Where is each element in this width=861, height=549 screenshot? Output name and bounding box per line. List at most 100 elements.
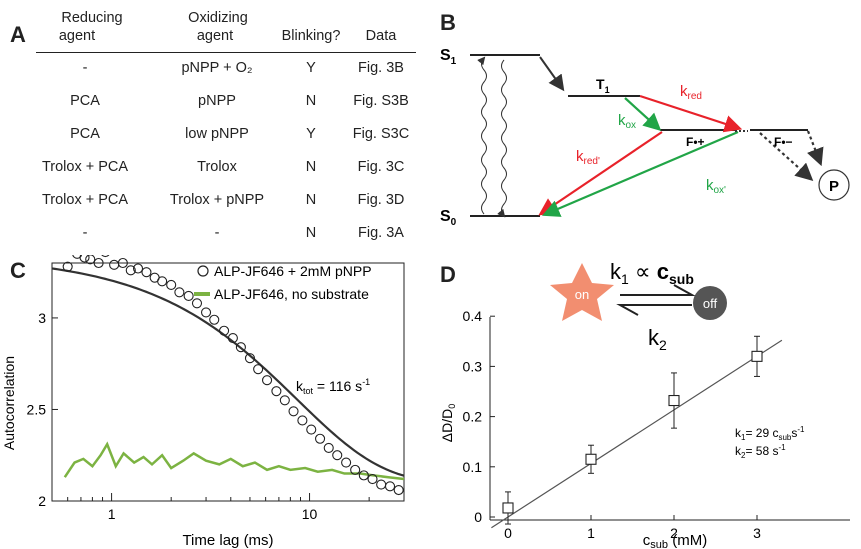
data-point <box>227 333 238 344</box>
data-point <box>79 255 90 263</box>
header-oxidizing-1: Oxidizing <box>188 10 248 26</box>
y-tick-label: 0.1 <box>463 459 483 475</box>
table-cell: PCA <box>70 126 100 142</box>
data-point <box>132 263 144 274</box>
table-cell: Fig. 3D <box>357 192 405 208</box>
k-red-prime-label: kred' <box>576 148 600 167</box>
legend-marker-circle <box>197 265 209 277</box>
data-point <box>367 473 378 485</box>
data-point <box>253 364 264 375</box>
data-point <box>174 287 185 298</box>
table-cell: N <box>305 192 317 208</box>
panel-label-c: C <box>10 258 26 283</box>
table-cell: Trolox <box>197 159 237 175</box>
data-point <box>502 502 514 514</box>
series-line-no-substrate <box>63 441 405 481</box>
k1-expression: k1 ∝ csub <box>610 259 694 287</box>
k-tot-annotation: ktot = 116 s-1 <box>296 377 370 396</box>
table-cell: Y <box>306 126 316 142</box>
forward-arrow <box>620 284 696 296</box>
data-point <box>72 255 83 259</box>
y-tick-label: 0.2 <box>463 409 483 425</box>
data-point <box>62 261 73 272</box>
data-point <box>315 433 326 444</box>
table-cell: Fig. S3C <box>352 126 410 142</box>
table-cell: Fig. 3B <box>358 60 404 76</box>
panel-label-b: B <box>440 10 456 35</box>
y-tick-label: 2 <box>38 493 46 509</box>
data-point <box>166 279 177 291</box>
table-cell: Trolox + PCA <box>41 192 129 208</box>
table-rule <box>36 52 416 53</box>
emission-wavy-arrow <box>497 59 507 218</box>
data-point <box>306 424 317 435</box>
k-ox-prime-arrow <box>541 130 739 217</box>
data-point <box>101 255 110 258</box>
product-circle <box>818 169 850 201</box>
table-cell: pNPP <box>198 93 236 109</box>
table-cell: Fig. S3B <box>353 93 409 109</box>
backward-arrow <box>616 304 692 316</box>
data-point <box>393 484 404 496</box>
table-cell: Trolox + PCA <box>41 159 129 175</box>
off-circle <box>693 286 727 320</box>
data-point <box>125 265 136 276</box>
axis-ticks: 1 10 2 2.5 3 <box>27 310 405 522</box>
product-dotted-arrow-2 <box>759 132 814 181</box>
on-label: on <box>575 287 589 302</box>
data-point <box>109 259 120 270</box>
reagent-table: Reducing agent Oxidizing agent Blinking?… <box>0 0 430 250</box>
data-point <box>244 353 256 364</box>
x-axis-label: csub (mM) <box>643 532 707 549</box>
y-tick-label: 0.4 <box>463 308 483 324</box>
data-point <box>668 394 680 407</box>
data-point <box>200 307 212 318</box>
panel-label-d: D <box>440 262 456 287</box>
table-cell: Trolox + pNPP <box>169 192 265 208</box>
data-point <box>271 386 282 397</box>
table-cell: - <box>82 60 88 76</box>
data-point <box>117 257 128 269</box>
data-point <box>323 442 334 453</box>
table-cell: PCA <box>70 93 100 109</box>
y-axis-label: Autocorrelation <box>1 356 17 450</box>
table-cell: low pNPP <box>185 126 249 142</box>
panel-label-a: A <box>10 22 26 47</box>
data-point <box>585 453 597 465</box>
data-point <box>332 450 343 461</box>
legend: ALP-JF646 + 2mM pNPP ALP-JF646, no subst… <box>194 263 372 302</box>
legend-label-pnpp: ALP-JF646 + 2mM pNPP <box>214 263 372 279</box>
energy-diagram: S1 S0 T1 F•+ F•− P kred kox kred' kox' <box>440 47 850 228</box>
chart-marks <box>491 335 783 529</box>
radical-anion-label: F•− <box>774 135 793 149</box>
autocorrelation-chart: Autocorrelation Time lag (ms) ktot = 116… <box>1 255 405 549</box>
table-cell: pNPP + O₂ <box>181 60 253 76</box>
k-ox-prime-label: kox' <box>706 177 726 196</box>
data-point <box>183 290 194 302</box>
s0-label: S0 <box>440 208 457 228</box>
y-axis-label: ΔD/D0 <box>439 404 457 442</box>
data-point <box>93 257 104 269</box>
isc-arrow <box>539 56 565 92</box>
x-tick-label: 1 <box>587 525 595 541</box>
plot-frame <box>51 262 405 502</box>
k-ox-arrow <box>624 97 662 131</box>
k-red-label: kred <box>680 83 702 102</box>
legend-label-no-substrate: ALP-JF646, no substrate <box>214 286 369 302</box>
data-point <box>358 470 369 481</box>
data-point <box>141 267 152 278</box>
x-tick-label: 1 <box>108 506 116 522</box>
x-tick-label: 0 <box>504 525 512 541</box>
t1-label: T1 <box>596 76 610 95</box>
table-cell: N <box>305 225 317 241</box>
header-reducing-1: Reducing <box>61 10 123 26</box>
table-cell: Y <box>306 60 316 76</box>
k2-label: k2 <box>648 325 667 353</box>
k-ox-label: kox <box>618 112 636 131</box>
header-reducing-2: agent <box>58 28 96 44</box>
y-tick-label: 0 <box>474 509 482 525</box>
chart-marks <box>51 255 405 496</box>
table-cell: N <box>305 93 317 109</box>
data-point <box>209 314 220 325</box>
k-red-arrow <box>639 94 743 133</box>
